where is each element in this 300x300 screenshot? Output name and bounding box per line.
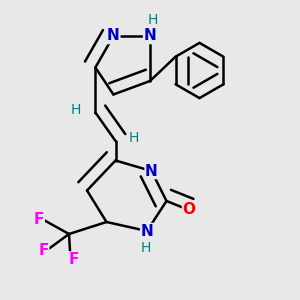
Text: H: H: [71, 103, 81, 116]
Text: N: N: [107, 28, 120, 44]
Text: N: N: [141, 224, 153, 238]
Text: N: N: [144, 28, 156, 44]
Text: F: F: [68, 252, 79, 267]
Text: H: H: [148, 14, 158, 27]
Text: F: F: [34, 212, 44, 226]
Text: H: H: [128, 131, 139, 145]
Text: O: O: [182, 202, 196, 217]
Text: N: N: [145, 164, 158, 178]
Text: H: H: [140, 241, 151, 254]
Text: F: F: [38, 243, 49, 258]
